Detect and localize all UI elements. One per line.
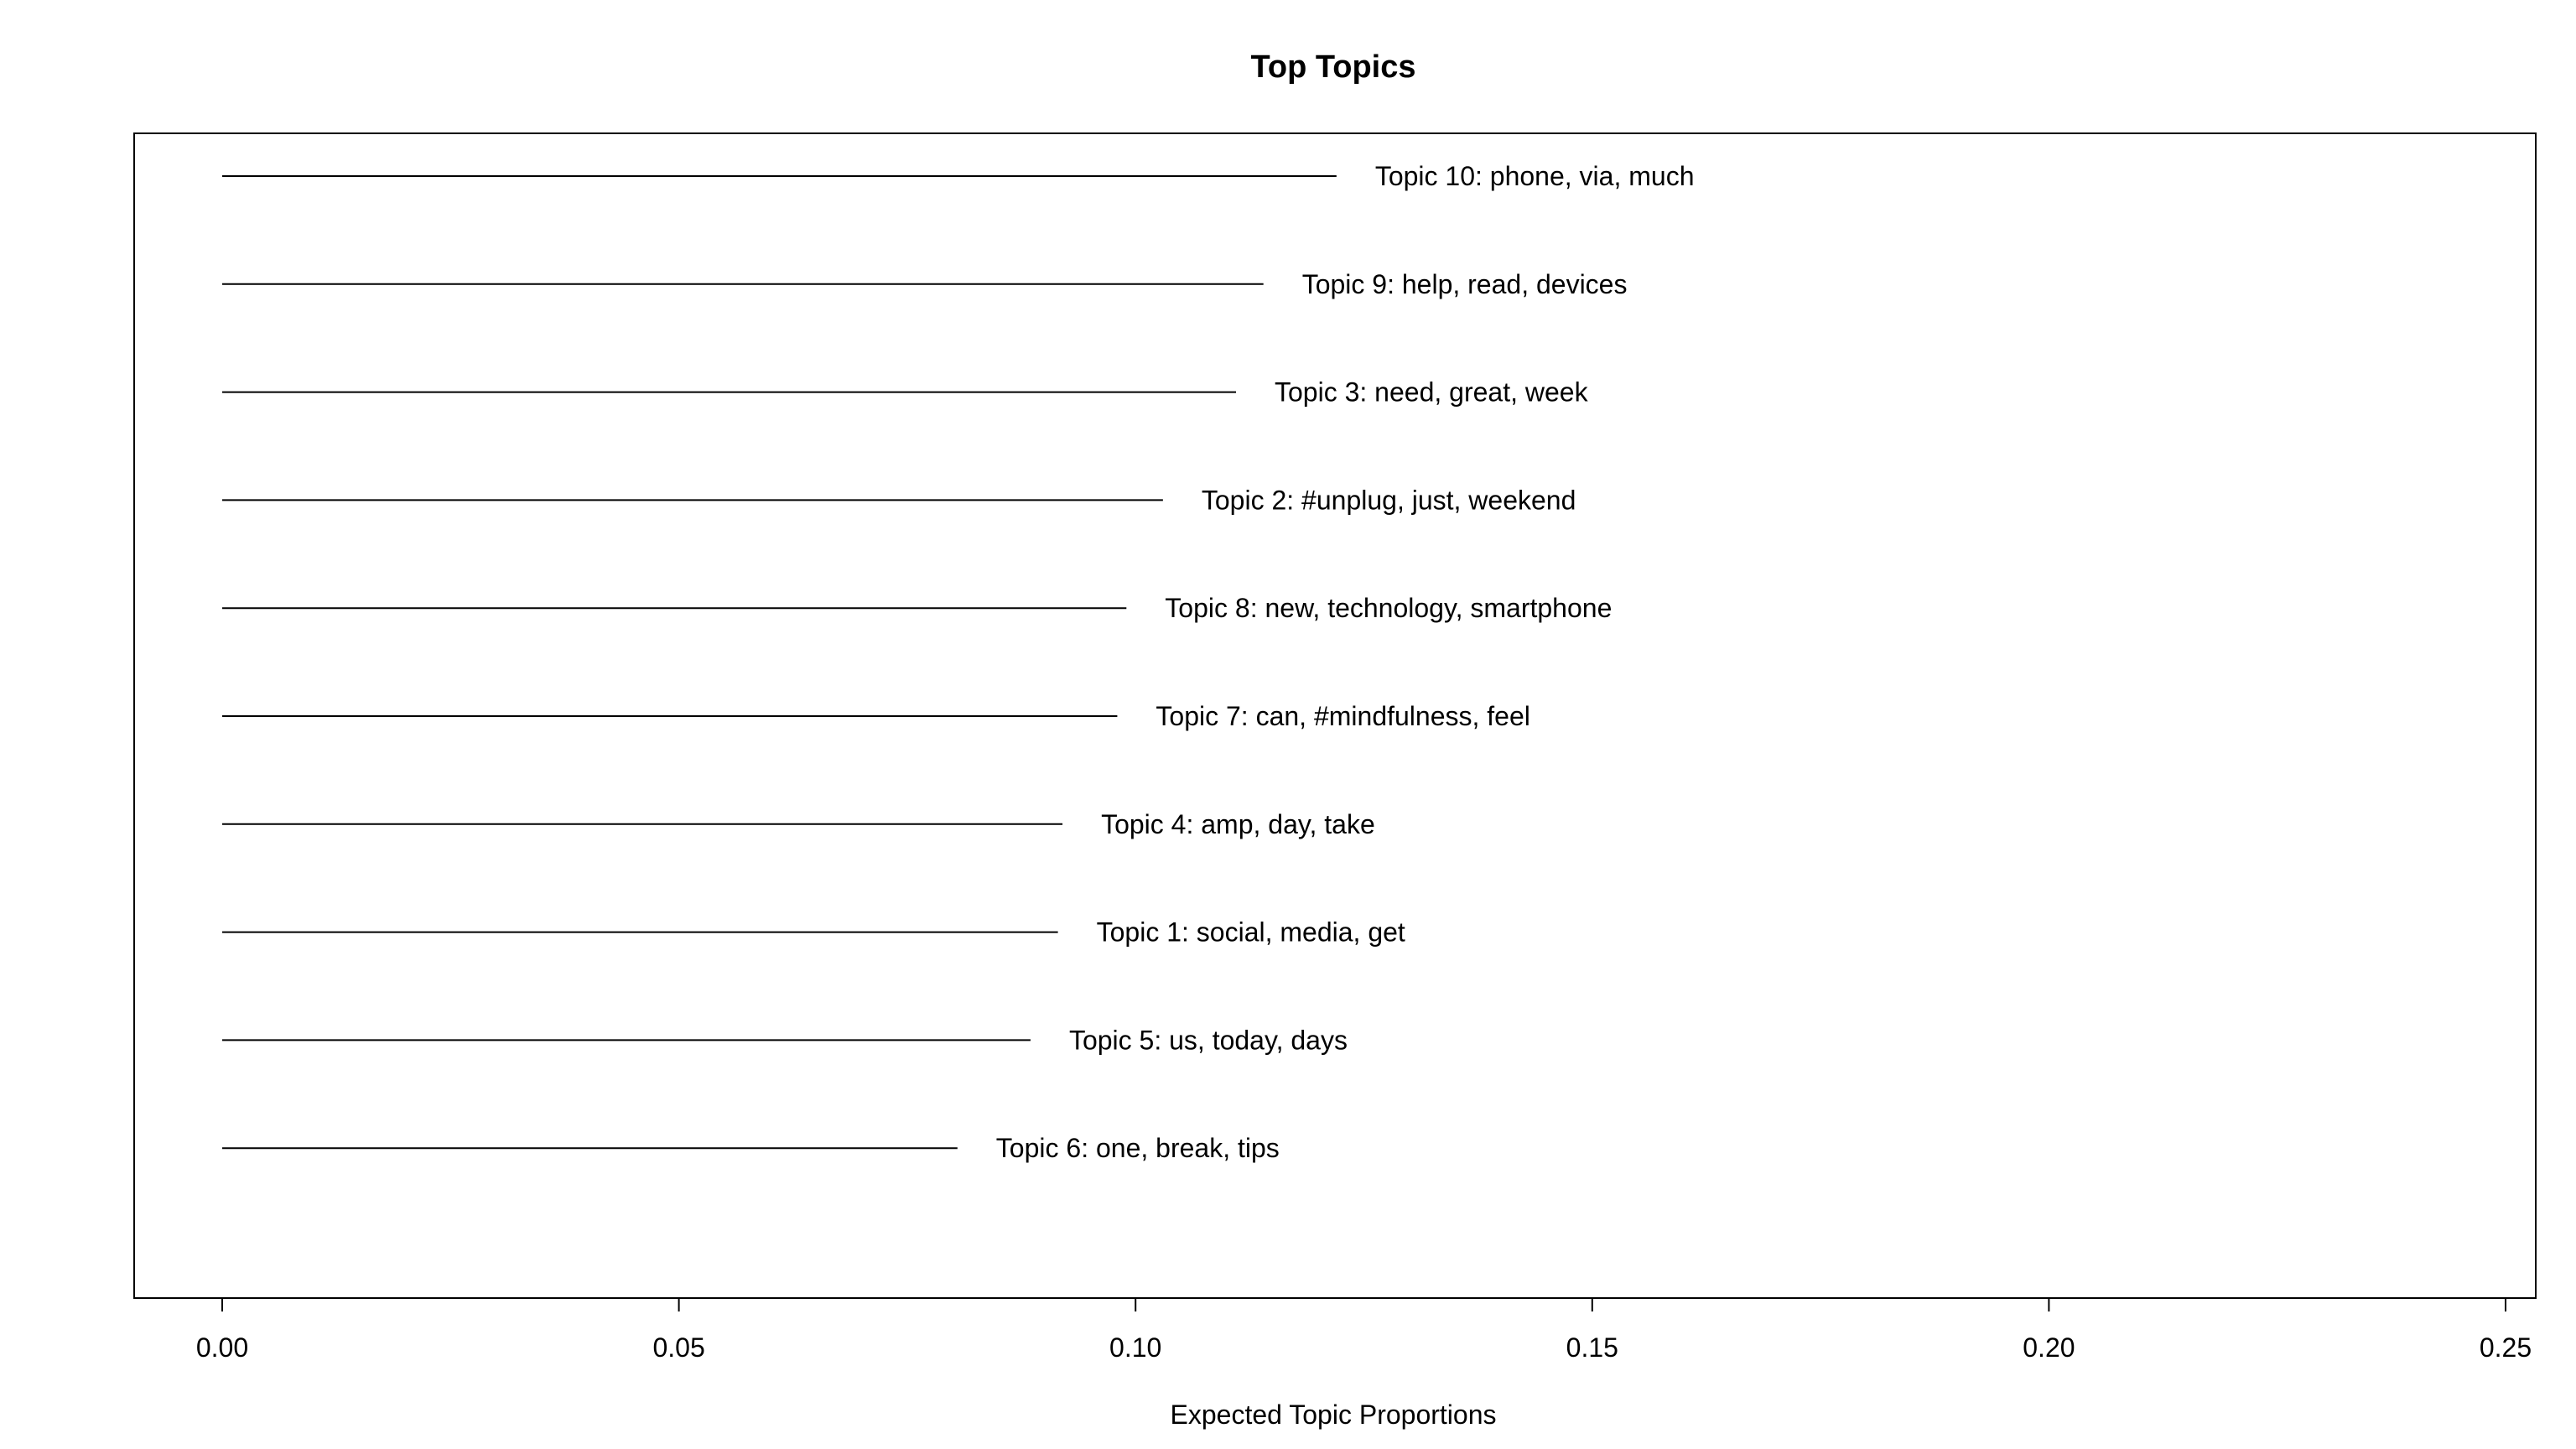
topic-bars: Topic 10: phone, via, much Topic 9: help,… (222, 161, 1694, 1163)
topic-label: Topic 2: #unplug, just, weekend (1202, 485, 1576, 515)
topic-label: Topic 8: new, technology, smartphone (1165, 593, 1612, 623)
chart-title: Top Topics (1250, 49, 1415, 85)
topic-label: Topic 4: amp, day, take (1101, 809, 1375, 839)
x-tick-label: 0.20 (2023, 1332, 2075, 1363)
topic-label: Topic 7: can, #mindfulness, feel (1156, 701, 1530, 731)
topic-label: Topic 3: need, great, week (1275, 377, 1589, 408)
x-tick-label: 0.15 (1566, 1332, 1618, 1363)
x-tick-label: 0.05 (652, 1332, 704, 1363)
topic-label: Topic 10: phone, via, much (1375, 161, 1695, 191)
topic-label: Topic 9: help, read, devices (1302, 269, 1628, 299)
x-axis: 0.00 0.05 0.10 0.15 0.20 0.25 (196, 1297, 2532, 1363)
topic-label: Topic 5: us, today, days (1069, 1025, 1348, 1055)
x-tick-label: 0.00 (196, 1332, 248, 1363)
x-tick-label: 0.25 (2480, 1332, 2532, 1363)
topic-label: Topic 1: social, media, get (1097, 917, 1405, 948)
x-axis-label: Expected Topic Proportions (1171, 1400, 1497, 1430)
x-tick-label: 0.10 (1109, 1332, 1161, 1363)
topic-label: Topic 6: one, break, tips (996, 1133, 1280, 1163)
